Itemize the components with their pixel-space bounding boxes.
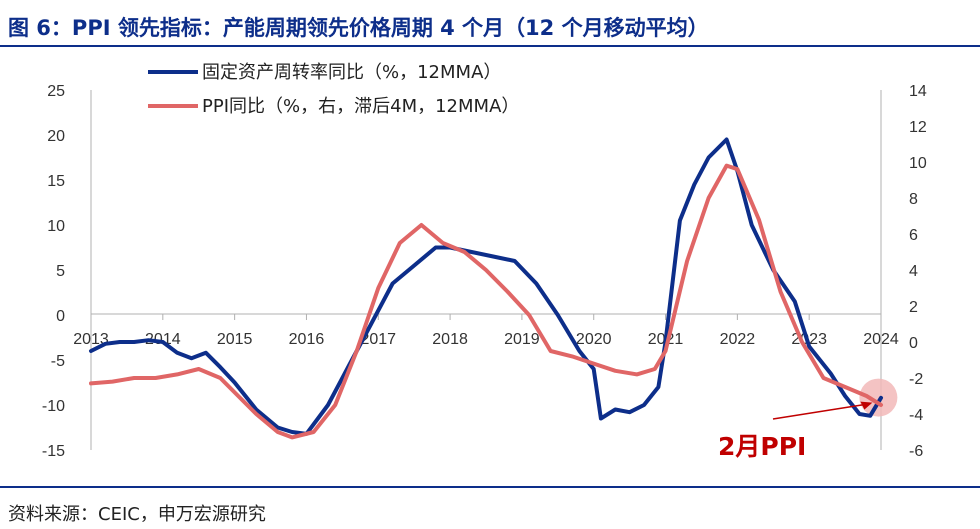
left-tick-label: -15	[42, 443, 65, 460]
series-line-ppi	[89, 163, 883, 440]
x-tick-label: 2015	[217, 331, 253, 348]
left-tick-label: -5	[51, 353, 65, 370]
title-rule	[0, 45, 980, 47]
right-tick-label: -6	[909, 443, 923, 460]
x-tick-label: 2018	[432, 331, 468, 348]
x-tick-label: 2013	[73, 331, 109, 348]
left-tick-label: 25	[47, 83, 65, 100]
arrow-head	[860, 401, 873, 410]
annotation-arrow	[772, 402, 871, 420]
x-tick-label: 2019	[504, 331, 540, 348]
x-tick-label: 2022	[720, 331, 756, 348]
right-tick-label: 10	[909, 155, 927, 172]
source-rule	[0, 486, 980, 488]
chart-title: 图 6：PPI 领先指标：产能周期领先价格周期 4 个月（12 个月移动平均）	[8, 16, 709, 40]
right-tick-label: 2	[909, 299, 918, 316]
x-tick-label: 2017	[360, 331, 396, 348]
right-tick-label: 8	[909, 191, 918, 208]
right-tick-label: -2	[909, 371, 923, 388]
left-tick-label: 0	[56, 308, 65, 325]
annotation-label: 2月PPI	[718, 432, 806, 461]
left-tick-label: -10	[42, 398, 65, 415]
series-line-turnover	[89, 137, 883, 436]
highlight-circle	[859, 378, 898, 417]
x-tick-label: 2016	[289, 331, 325, 348]
right-tick-label: -4	[909, 407, 923, 424]
x-tick-label: 2024	[863, 331, 899, 348]
legend-label: 固定资产周转率同比（%，12MMA）	[202, 62, 501, 83]
left-tick-label: 20	[47, 128, 65, 145]
left-tick-label: 5	[56, 263, 65, 280]
source-note: 资料来源：CEIC，申万宏源研究	[8, 504, 266, 525]
x-tick-label: 2014	[145, 331, 181, 348]
legend-label: PPI同比（%，右，滞后4M，12MMA）	[202, 96, 519, 117]
left-tick-label: 10	[47, 218, 65, 235]
right-tick-label: 12	[909, 119, 927, 136]
right-tick-label: 14	[909, 83, 927, 100]
right-tick-label: 4	[909, 263, 918, 280]
right-tick-label: 6	[909, 227, 918, 244]
x-tick-label: 2020	[576, 331, 612, 348]
left-tick-label: 15	[47, 173, 65, 190]
right-tick-label: 0	[909, 335, 918, 352]
